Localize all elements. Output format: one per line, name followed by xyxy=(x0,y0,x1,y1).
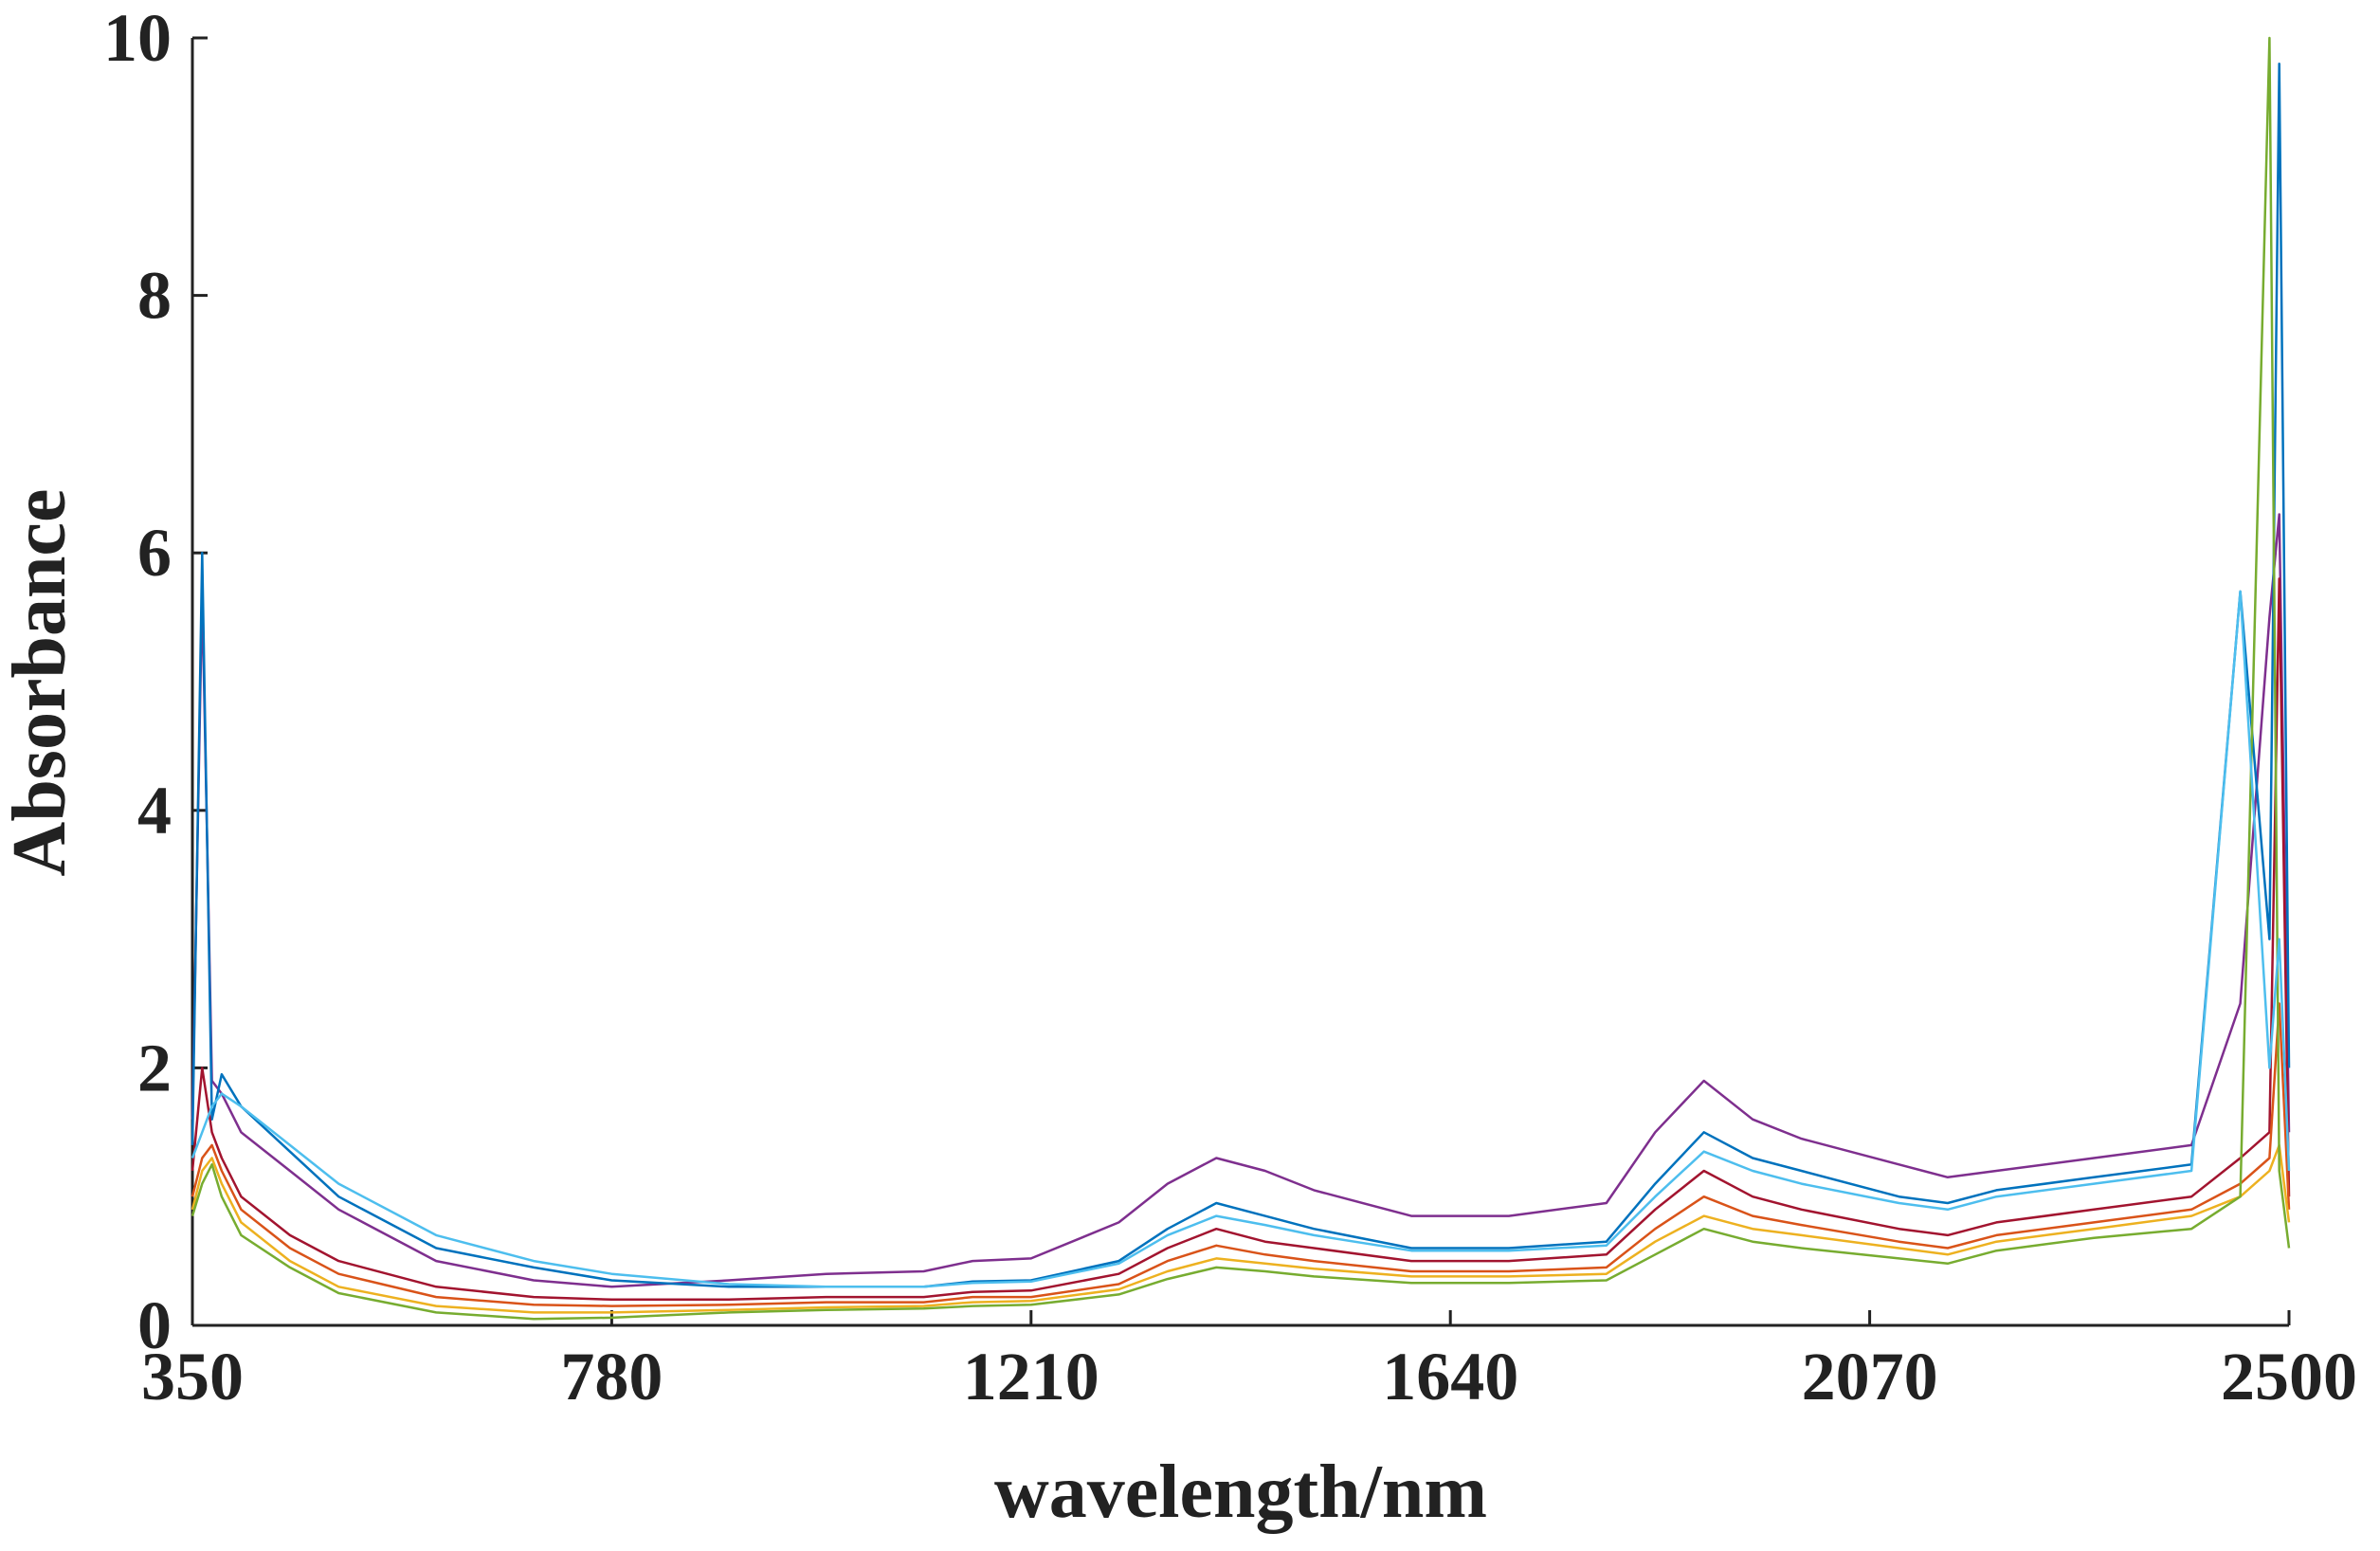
x-tick-label: 2070 xyxy=(1802,1339,1938,1414)
y-axis-title: Absorbance xyxy=(0,489,82,877)
x-tick-label: 780 xyxy=(560,1339,663,1414)
y-tick-label: 10 xyxy=(103,0,172,76)
x-tick-label: 1210 xyxy=(963,1339,1099,1414)
y-tick-label: 6 xyxy=(137,515,172,591)
spectrum-line xyxy=(191,1143,2291,1314)
spectrum-line xyxy=(191,590,2291,1288)
x-tick-label: 350 xyxy=(141,1339,244,1414)
spectrum-line xyxy=(191,577,2291,1302)
y-tick-label: 4 xyxy=(137,773,172,848)
x-tick-label: 1640 xyxy=(1382,1339,1518,1414)
spectrum-line xyxy=(191,513,2291,1288)
spectrum-line xyxy=(191,36,2291,1321)
x-axis-title: wavelength/nm xyxy=(994,1451,1487,1534)
spectrum-line xyxy=(191,62,2291,1288)
y-tick-label: 8 xyxy=(137,258,172,334)
x-tick-label: 2500 xyxy=(2221,1339,2357,1414)
spectrum-line xyxy=(191,1002,2291,1307)
y-tick-label: 0 xyxy=(137,1287,172,1363)
y-tick-label: 2 xyxy=(137,1030,172,1105)
